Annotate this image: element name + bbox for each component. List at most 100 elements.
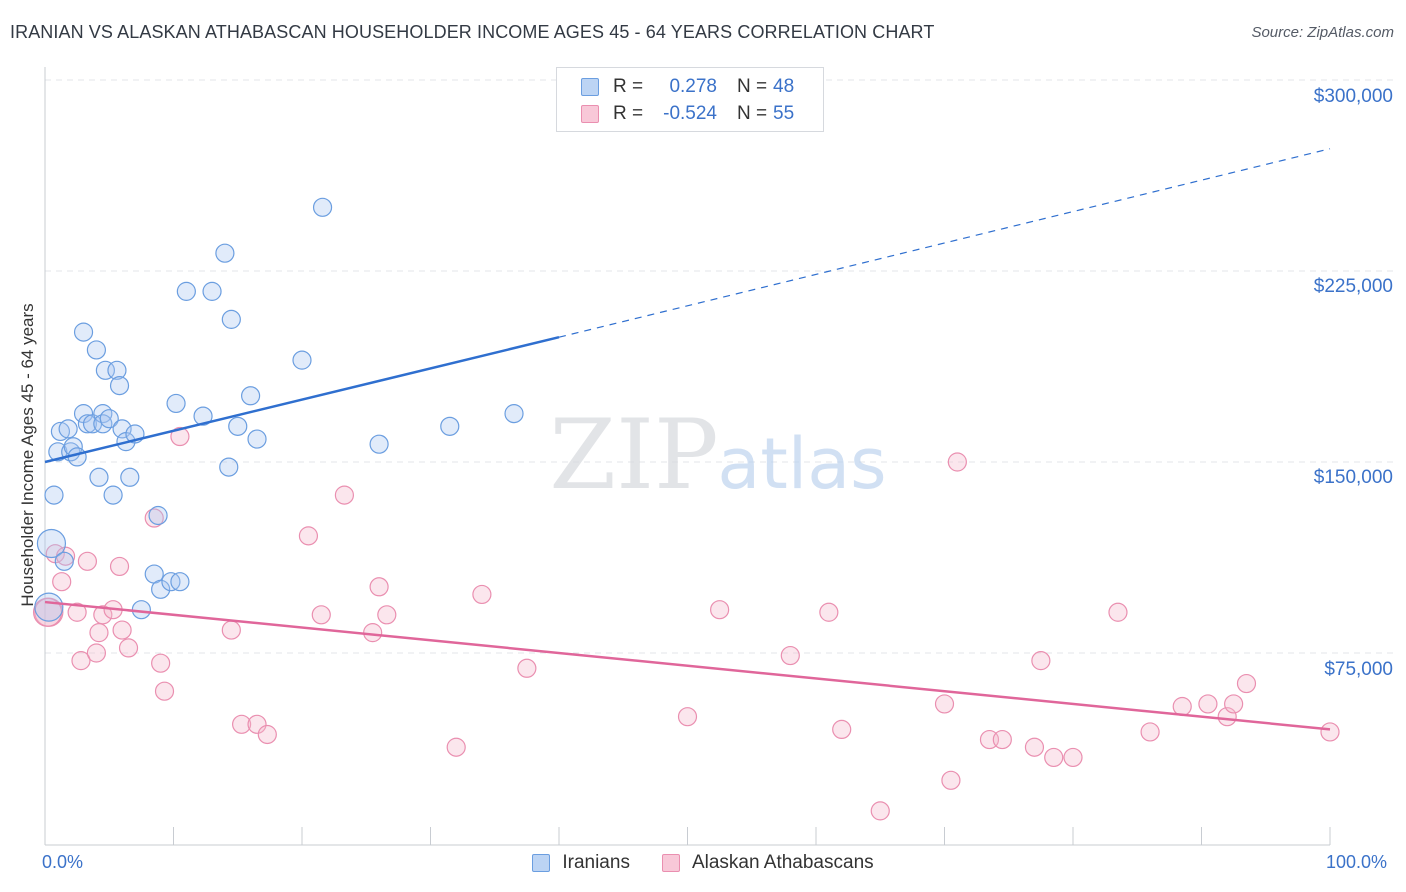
data-point xyxy=(934,694,955,714)
data-point xyxy=(257,724,277,745)
chart-title: IRANIAN VS ALASKAN ATHABASCAN HOUSEHOLDE… xyxy=(10,22,935,42)
data-point xyxy=(154,681,175,701)
data-point xyxy=(151,653,171,673)
data-point xyxy=(228,416,248,436)
data-point xyxy=(215,243,235,263)
data-point xyxy=(166,393,186,414)
data-point xyxy=(36,528,67,559)
data-point xyxy=(148,505,168,526)
data-point xyxy=(363,623,383,643)
data-point xyxy=(710,600,730,620)
x-tick-label-max: 100.0% xyxy=(1326,852,1388,872)
axes xyxy=(44,67,1331,846)
legend-row-alaskan: R = -0.524 N = 55 xyxy=(581,101,794,127)
data-point xyxy=(89,467,109,487)
data-point xyxy=(112,620,132,640)
data-point xyxy=(292,350,312,370)
watermark-zip: ZIP xyxy=(549,399,718,511)
data-point xyxy=(298,526,319,546)
data-point xyxy=(221,309,241,329)
data-point xyxy=(334,485,355,505)
data-point xyxy=(819,602,839,622)
data-point xyxy=(112,419,132,439)
data-point xyxy=(232,714,252,734)
data-point xyxy=(1224,694,1244,714)
data-point xyxy=(93,414,113,434)
data-point xyxy=(54,551,74,571)
grid-lines xyxy=(45,79,1393,654)
x-tick-label-min: 0.0% xyxy=(42,852,84,872)
n-value: 48 xyxy=(773,76,795,97)
data-point xyxy=(151,579,171,599)
r-label: R = xyxy=(613,76,644,97)
data-point xyxy=(118,638,139,658)
data-point xyxy=(34,592,64,622)
data-point xyxy=(941,770,961,790)
r-value: -0.524 xyxy=(663,103,717,124)
data-point xyxy=(312,197,333,217)
y-tick-label: $150,000 xyxy=(1313,467,1393,488)
data-point xyxy=(1320,722,1340,742)
y-tick-label: $225,000 xyxy=(1313,276,1393,297)
data-point xyxy=(369,434,389,454)
source-label: Source: ZipAtlas.com xyxy=(1251,24,1394,41)
data-point xyxy=(1198,694,1218,714)
data-point xyxy=(780,645,800,666)
alaskan-swatch xyxy=(581,105,599,123)
data-point xyxy=(58,419,78,439)
iranians-trend-line xyxy=(44,335,560,464)
legend-row-iranians: R = 0.278 N = 48 xyxy=(581,74,794,100)
data-point xyxy=(440,416,460,436)
data-point xyxy=(170,572,190,592)
data-point xyxy=(202,281,222,301)
iranians-trend-extension xyxy=(558,148,1331,338)
data-point xyxy=(1108,602,1128,622)
data-point xyxy=(241,386,261,406)
data-point xyxy=(221,620,241,640)
n-value: 55 xyxy=(773,103,795,124)
data-point xyxy=(107,360,127,380)
data-point xyxy=(311,605,331,625)
data-point xyxy=(677,707,698,727)
data-point xyxy=(1172,696,1192,717)
data-point xyxy=(377,605,397,625)
data-point xyxy=(131,600,151,620)
data-point xyxy=(1024,737,1045,757)
data-point xyxy=(1031,651,1051,671)
data-point xyxy=(247,429,267,449)
data-point xyxy=(176,281,196,301)
data-point xyxy=(77,551,98,571)
data-point xyxy=(120,467,140,487)
iranians-swatch xyxy=(532,854,551,872)
trend-lines xyxy=(44,148,1331,731)
n-label: N = xyxy=(737,103,768,124)
data-point xyxy=(77,414,98,434)
data-point xyxy=(504,404,524,424)
watermark-atlas: atlas xyxy=(717,423,886,505)
data-point xyxy=(86,643,107,663)
legend-label: Alaskan Athabascans xyxy=(691,852,874,873)
y-axis-label: Householder Income Ages 45 - 64 years xyxy=(18,303,37,607)
data-point xyxy=(67,602,87,622)
data-point xyxy=(247,714,267,734)
data-point xyxy=(1236,673,1257,694)
data-point xyxy=(50,421,71,442)
r-label: R = xyxy=(613,103,644,124)
data-point xyxy=(44,485,64,505)
data-point xyxy=(1063,747,1083,768)
data-point xyxy=(103,485,123,505)
series-legend: Iranians Alaskan Athabascans xyxy=(0,852,1406,874)
legend-item-iranians: Iranians xyxy=(532,852,630,874)
iranians-swatch xyxy=(581,78,599,96)
data-point xyxy=(369,577,389,597)
data-point xyxy=(89,623,109,643)
data-point xyxy=(109,376,130,396)
data-point xyxy=(71,651,91,671)
data-point xyxy=(832,719,852,740)
data-point xyxy=(472,584,492,605)
data-point xyxy=(86,340,107,360)
data-point xyxy=(73,322,94,342)
data-point xyxy=(52,572,72,592)
data-point xyxy=(1044,747,1064,768)
